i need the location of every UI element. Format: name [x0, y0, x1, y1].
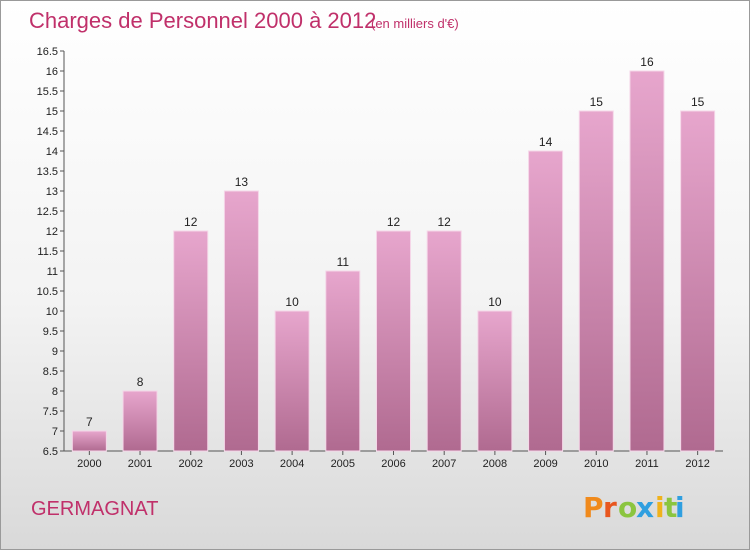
x-tick-label: 2001: [128, 458, 152, 470]
bar: [71, 430, 107, 452]
data-label: 12: [184, 215, 198, 229]
y-tick-label: 13.5: [37, 166, 58, 178]
location-name: GERMAGNAT: [31, 498, 158, 520]
data-label: 8: [137, 375, 144, 389]
data-label: 15: [590, 95, 604, 109]
y-tick-label: 8.5: [43, 366, 58, 378]
bar: [528, 150, 564, 452]
y-tick-label: 7: [52, 426, 58, 438]
bar: [426, 230, 462, 452]
data-label: 15: [691, 95, 705, 109]
bar: [629, 70, 665, 452]
data-label: 14: [539, 135, 553, 149]
logo-letter: r: [603, 491, 617, 524]
data-label: 12: [438, 215, 452, 229]
y-tick-label: 9.5: [43, 326, 58, 338]
logo-letter: t: [664, 491, 677, 524]
x-tick-label: 2002: [178, 458, 202, 470]
bar: [578, 110, 614, 452]
y-tick-label: 16: [46, 66, 58, 78]
data-label: 12: [387, 215, 401, 229]
y-tick-label: 14: [46, 146, 58, 158]
bar: [223, 190, 259, 452]
y-tick-label: 8: [52, 386, 58, 398]
data-label: 11: [337, 255, 350, 269]
y-tick-label: 15.5: [37, 86, 58, 98]
x-tick-label: 2009: [533, 458, 557, 470]
y-tick-label: 13: [46, 186, 58, 198]
x-tick-label: 2003: [229, 458, 253, 470]
y-tick-label: 11.5: [37, 246, 58, 258]
y-tick-label: 7.5: [43, 406, 58, 418]
chart-title: Charges de Personnel 2000 à 2012: [29, 8, 376, 33]
data-label: 7: [86, 415, 93, 429]
plot-area: 6.5 7 7.5 8 8.5 9 9.5 10 10.5 11 11.5 12 12.5 13 13.5 1…: [37, 46, 723, 470]
x-tick-label: 2007: [432, 458, 456, 470]
logo-letter: i: [655, 491, 665, 524]
y-tick-label: 9: [52, 346, 58, 358]
x-tick-label: 2010: [584, 458, 608, 470]
y-tick-label: 12: [46, 226, 58, 238]
y-tick-label: 12.5: [37, 206, 58, 218]
x-tick-label: 2006: [381, 458, 405, 470]
bar: [477, 310, 513, 452]
data-label: 10: [285, 295, 299, 309]
y-tick-label: 15: [46, 106, 58, 118]
y-tick-label: 11: [47, 266, 58, 278]
x-tick-label: 2008: [483, 458, 507, 470]
bar: [274, 310, 310, 452]
data-label: 10: [488, 295, 502, 309]
logo-letter: x: [636, 491, 654, 524]
bar: [325, 270, 361, 452]
x-tick-label: 2012: [685, 458, 709, 470]
x-tick-label: 2005: [331, 458, 355, 470]
bar: [122, 390, 158, 452]
y-tick-label: 14.5: [37, 126, 58, 138]
bar: [680, 110, 716, 452]
logo-letter: P: [583, 491, 604, 524]
data-label: 13: [235, 175, 249, 189]
bar: [173, 230, 209, 452]
x-tick-label: 2004: [280, 458, 304, 470]
bar: [376, 230, 411, 452]
data-label: 16: [640, 55, 654, 69]
logo-letter: o: [618, 491, 637, 524]
y-tick-label: 16.5: [37, 46, 58, 58]
logo-letter: i: [675, 491, 685, 524]
x-tick-label: 2011: [635, 458, 659, 470]
y-tick-label: 6.5: [43, 446, 58, 458]
chart-subtitle: (en milliers d'€): [371, 16, 459, 31]
y-tick-label: 10: [46, 306, 58, 318]
y-tick-label: 10.5: [37, 286, 58, 298]
x-tick-label: 2000: [77, 458, 101, 470]
